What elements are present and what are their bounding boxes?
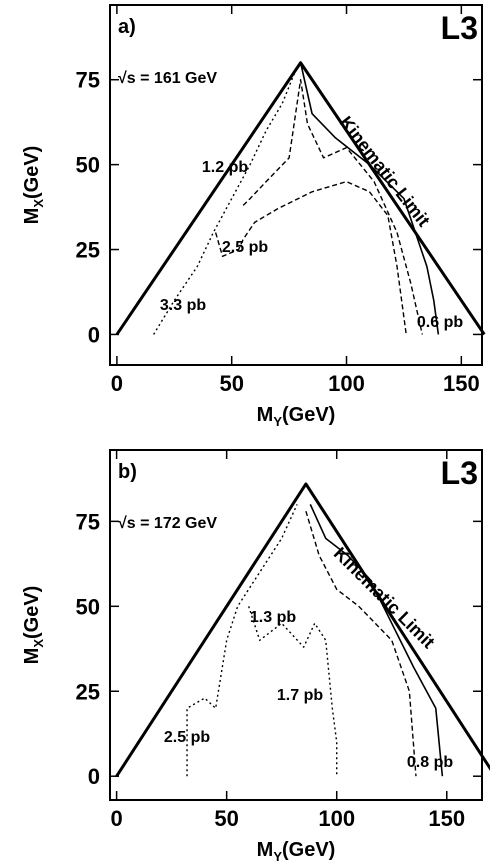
contour-line — [305, 510, 417, 777]
contour-line — [153, 69, 297, 335]
y-label-sub: X — [31, 199, 46, 208]
x-label-unit: (GeV) — [282, 839, 335, 861]
y-label-main: M — [21, 208, 43, 225]
energy-label: √s = 161 GeV — [118, 70, 217, 87]
x-tick-label: 100 — [328, 371, 365, 396]
x-label-main: M — [257, 839, 274, 861]
y-tick-label: 75 — [76, 68, 100, 93]
x-tick-label: 0 — [111, 371, 123, 396]
contour-line — [115, 61, 486, 336]
y-tick-label: 0 — [88, 322, 100, 347]
series-label: 0.8 pb — [407, 754, 453, 771]
contour-line — [186, 504, 298, 777]
y-tick-label: 0 — [88, 764, 100, 789]
series-label: 2.5 pb — [222, 239, 268, 256]
y-label-main: M — [21, 648, 43, 665]
x-label-unit: (GeV) — [282, 404, 335, 426]
energy-label: √s = 172 GeV — [118, 515, 217, 532]
panel-label: a) — [118, 16, 136, 38]
x-label-sub: Y — [273, 414, 282, 429]
x-tick-label: 50 — [219, 371, 243, 396]
contour-line — [115, 482, 490, 778]
experiment-label: L3 — [441, 455, 478, 491]
x-tick-label: 150 — [443, 371, 480, 396]
series-label: 3.3 pb — [160, 297, 206, 314]
x-tick-label: 0 — [110, 806, 122, 831]
y-tick-label: 25 — [76, 238, 100, 263]
x-label-sub: Y — [273, 849, 282, 864]
plot-frame — [109, 4, 483, 366]
contour-line — [309, 504, 444, 777]
y-label-sub: X — [31, 639, 46, 648]
x-axis-label: MY(GeV) — [257, 839, 336, 864]
series-label: 0.6 pb — [417, 314, 463, 331]
contour-line — [299, 62, 440, 335]
series-label: 1.3 pb — [250, 609, 296, 626]
series-label: 1.7 pb — [277, 687, 323, 704]
series-label: 1.2 pb — [202, 159, 248, 176]
x-label-main: M — [257, 404, 274, 426]
x-tick-label: 50 — [214, 806, 238, 831]
y-tick-label: 50 — [76, 594, 100, 619]
x-axis-label: MY(GeV) — [257, 404, 336, 429]
y-tick-label: 75 — [76, 509, 100, 534]
contour-line — [242, 79, 423, 335]
y-tick-label: 25 — [76, 679, 100, 704]
panel-label: b) — [118, 461, 137, 483]
y-axis-label: MX(GeV) — [21, 146, 46, 225]
y-tick-label: 50 — [76, 153, 100, 178]
y-axis-label: MX(GeV) — [21, 586, 46, 665]
series-label: 2.5 pb — [164, 729, 210, 746]
series-label: Kinematic Limit — [330, 543, 439, 652]
y-label-unit: (GeV) — [21, 146, 43, 199]
x-tick-label: 100 — [318, 806, 355, 831]
x-tick-label: 150 — [428, 806, 465, 831]
plot-frame — [109, 449, 483, 801]
y-label-unit: (GeV) — [21, 586, 43, 639]
experiment-label: L3 — [441, 10, 478, 46]
